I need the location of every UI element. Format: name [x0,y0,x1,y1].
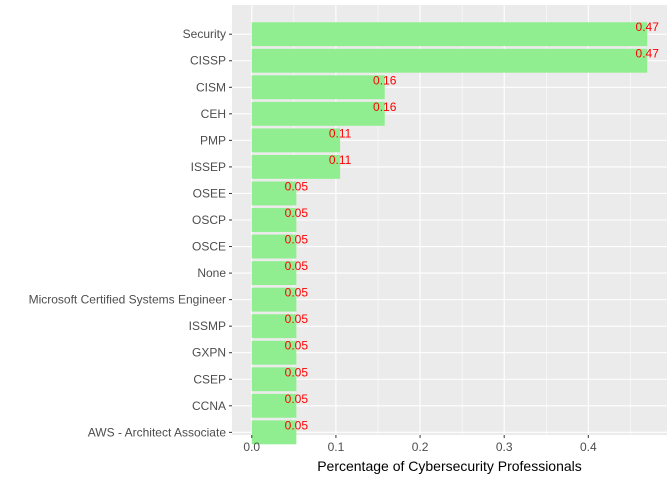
value-label: 0.47 [636,20,660,34]
bars [251,22,648,445]
bar [251,75,385,100]
y-tick-label: OSCP [192,213,226,227]
value-label: 0.16 [373,73,397,87]
y-tick-label: CEH [201,107,226,121]
y-tick-label: ISSMP [189,319,226,333]
x-tick-label: 0.0 [243,440,260,454]
bar [251,393,297,418]
y-tick-label: GXPN [192,346,226,360]
bar [251,128,341,153]
value-label: 0.11 [329,126,352,140]
x-tick-label: 0.1 [328,440,345,454]
y-tick-label: Microsoft Certified Systems Engineer [29,293,226,307]
bar [251,101,385,126]
bar [251,22,648,47]
y-tick-label: Security [183,27,226,41]
value-label: 0.05 [285,312,309,326]
bar [251,287,297,312]
value-label: 0.05 [285,418,309,432]
y-tick-label: CCNA [192,399,226,413]
y-tick-label: CISM [196,80,226,94]
value-label: 0.05 [285,365,309,379]
value-label: 0.05 [285,206,309,220]
bar [251,234,297,259]
bar [251,154,341,179]
value-label: 0.05 [285,339,309,353]
y-tick-label: AWS - Architect Associate [88,425,227,439]
y-tick-label: OSEE [193,186,226,200]
bar [251,340,297,365]
bar [251,367,297,392]
bar [251,314,297,339]
x-axis-title: Percentage of Cybersecurity Professional… [317,458,582,474]
value-label: 0.05 [285,259,309,273]
x-tick-label: 0.2 [412,440,429,454]
bar [251,181,297,206]
value-labels: 0.47 0.47 0.16 0.16 0.11 0.11 0.05 0.05 0.05 0.05… [285,20,660,432]
y-axis: Security CISSP CISM CEH PMP ISSEP OSEE OSCP OSCE… [29,27,232,439]
y-tick-label: CSEP [193,372,226,386]
y-tick-label: None [197,266,226,280]
bar [251,261,297,286]
value-label: 0.11 [329,153,352,167]
value-label: 0.05 [285,286,309,300]
x-tick-label: 0.4 [580,440,597,454]
value-label: 0.16 [373,100,397,114]
x-tick-label: 0.3 [496,440,513,454]
value-label: 0.05 [285,233,309,247]
y-tick-label: OSCE [192,240,226,254]
value-label: 0.05 [285,179,309,193]
value-label: 0.05 [285,392,309,406]
x-axis: 0.0 0.1 0.2 0.3 0.4 [243,435,597,454]
y-tick-label: ISSEP [191,160,226,174]
y-tick-label: CISSP [190,54,226,68]
bar [251,208,297,232]
value-label: 0.47 [636,47,660,61]
bar [251,420,297,445]
bar [251,48,648,73]
y-tick-label: PMP [200,133,226,147]
